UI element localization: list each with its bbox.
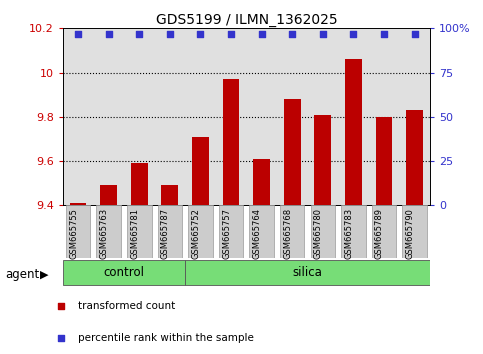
Text: GSM665789: GSM665789 [375,208,384,259]
FancyBboxPatch shape [280,205,304,258]
Text: GSM665752: GSM665752 [191,208,200,259]
Text: silica: silica [293,266,323,279]
Text: GSM665764: GSM665764 [253,208,262,259]
Bar [70,203,86,205]
Text: agent: agent [5,268,39,281]
Bar [345,59,362,205]
Title: GDS5199 / ILMN_1362025: GDS5199 / ILMN_1362025 [156,13,337,27]
FancyBboxPatch shape [188,205,213,258]
Point [380,31,388,36]
FancyBboxPatch shape [341,205,366,258]
Point [319,31,327,36]
Text: GSM665757: GSM665757 [222,208,231,259]
Bar [131,163,148,205]
FancyBboxPatch shape [185,260,430,285]
Text: GSM665768: GSM665768 [283,208,292,259]
Point [57,335,65,341]
Text: ▶: ▶ [40,269,48,279]
Text: GSM665783: GSM665783 [344,208,354,259]
FancyBboxPatch shape [63,260,185,285]
Text: percentile rank within the sample: percentile rank within the sample [78,333,254,343]
FancyBboxPatch shape [372,205,396,258]
FancyBboxPatch shape [402,205,427,258]
FancyBboxPatch shape [97,205,121,258]
Point [411,31,418,36]
Bar [314,115,331,205]
Point [350,31,357,36]
Bar [223,79,240,205]
Text: GSM665780: GSM665780 [314,208,323,259]
Text: GSM665781: GSM665781 [130,208,139,259]
Point [197,31,204,36]
Text: control: control [103,266,144,279]
Bar [253,159,270,205]
Point [288,31,296,36]
Point [227,31,235,36]
Bar [161,185,178,205]
Point [74,31,82,36]
Bar [100,185,117,205]
Point [57,303,65,309]
Point [166,31,174,36]
Text: GSM665790: GSM665790 [406,208,414,259]
Bar [284,99,300,205]
Point [135,31,143,36]
Text: GSM665787: GSM665787 [161,208,170,259]
Bar [406,110,423,205]
FancyBboxPatch shape [219,205,243,258]
Point [105,31,113,36]
Text: transformed count: transformed count [78,301,175,311]
Text: GSM665763: GSM665763 [99,208,109,259]
Bar [192,137,209,205]
Point [258,31,266,36]
Text: GSM665755: GSM665755 [69,208,78,259]
FancyBboxPatch shape [127,205,152,258]
FancyBboxPatch shape [249,205,274,258]
FancyBboxPatch shape [157,205,182,258]
Bar [376,117,392,205]
FancyBboxPatch shape [311,205,335,258]
FancyBboxPatch shape [66,205,90,258]
